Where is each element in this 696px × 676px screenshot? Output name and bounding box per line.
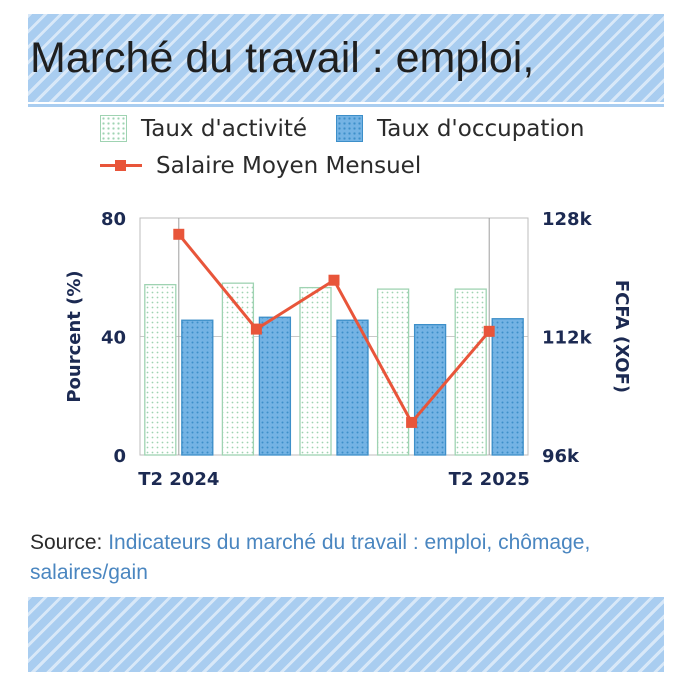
legend-label-occupation: Taux d'occupation (377, 115, 585, 142)
source-label: Source: (30, 531, 103, 554)
chart-legend: Taux d'activité Taux d'occupation Salair… (0, 0, 696, 200)
salary-marker-1 (250, 323, 262, 335)
legend-item-activity: Taux d'activité (100, 115, 307, 142)
legend-item-salary: Salaire Moyen Mensuel (100, 152, 421, 179)
legend-swatch-salary (100, 152, 142, 179)
axes: 0 40 80 96k 112k 128k T2 2024 T2 2025 Pourcent (… (64, 209, 632, 490)
source-note: Source: Indicateurs du marché du travail… (30, 528, 650, 588)
bar-activity-1 (221, 282, 255, 456)
bar-activity-4 (454, 288, 487, 456)
legend-item-occupation: Taux d'occupation (336, 115, 584, 142)
salary-line-series (173, 228, 495, 428)
legend-swatch-activity (100, 115, 127, 142)
salary-marker-3 (406, 416, 418, 428)
y2-axis-title: FCFA (XOF) (611, 280, 632, 393)
salary-marker-0 (173, 228, 185, 240)
footer-banner (28, 597, 664, 672)
bar-series (144, 282, 524, 456)
y-tick-label-2: 80 (101, 209, 126, 230)
bar-occupation-0 (181, 319, 214, 456)
x-tick-label-4: T2 2025 (449, 469, 530, 490)
bar-activity-0 (144, 284, 177, 456)
page-title: Marché du travail : emploi, (30, 34, 535, 82)
y2-tick-label-0: 96k (542, 446, 580, 467)
y2-tick-label-1: 112k (542, 328, 593, 349)
legend-label-salary: Salaire Moyen Mensuel (156, 152, 422, 179)
header-banner (28, 14, 664, 102)
bar-occupation-1 (258, 316, 292, 456)
y-tick-label-0: 0 (113, 446, 126, 467)
y-tick-label-1: 40 (101, 328, 126, 349)
x-tick-label-0: T2 2024 (138, 469, 219, 490)
plot-frame (139, 217, 529, 456)
bar-activity-2 (299, 286, 332, 456)
y2-tick-label-2: 128k (542, 209, 593, 230)
bar-occupation-4 (491, 318, 524, 456)
bar-occupation-2 (336, 319, 369, 456)
header-divider (28, 104, 664, 107)
salary-marker-4 (483, 325, 495, 337)
legend-swatch-occupation (336, 115, 363, 142)
y-axis-title: Pourcent (%) (64, 270, 85, 402)
source-link[interactable]: Indicateurs du marché du travail : emplo… (30, 531, 591, 584)
salary-marker-2 (328, 274, 340, 286)
combo-chart: 0 40 80 96k 112k 128k T2 2024 T2 2025 Pourcent (… (64, 209, 632, 490)
legend-label-activity: Taux d'activité (141, 115, 308, 142)
bar-activity-3 (376, 288, 410, 456)
